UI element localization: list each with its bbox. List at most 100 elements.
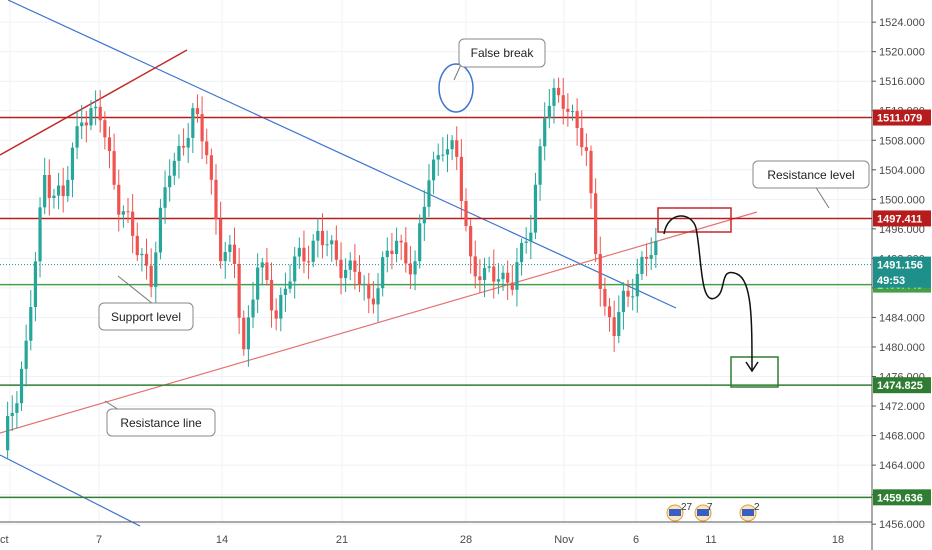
event-marker-0-count: 27 — [681, 502, 693, 513]
steep-uptrend-line[interactable] — [0, 49, 188, 156]
callout-false-break[interactable]: False break — [453, 38, 546, 81]
candle-37 — [172, 152, 176, 186]
candle-22 — [103, 111, 107, 150]
candle-107 — [496, 263, 501, 295]
candle-101 — [469, 219, 473, 274]
candle-47 — [219, 201, 223, 269]
candle-138 — [640, 251, 644, 281]
price-level-tag-1[interactable]: 1497.411 — [873, 210, 931, 227]
current-price-tag-text: 1491.156 — [877, 260, 923, 272]
lower-downtrend-line[interactable] — [0, 454, 141, 527]
candle-60 — [279, 287, 283, 332]
candle-76 — [353, 244, 357, 290]
candle-131 — [607, 298, 612, 332]
candle-13 — [61, 167, 65, 213]
candle-1 — [6, 401, 10, 460]
candle-89 — [413, 250, 417, 291]
candle-84 — [390, 233, 394, 270]
price-level-tag-0[interactable]: 1511.079 — [873, 109, 931, 126]
time-axis[interactable]: ct 7 14 21 28 Nov 6 11 18 — [0, 534, 844, 546]
event-marker-0[interactable]: 27 — [666, 502, 693, 522]
target-zone-box[interactable] — [730, 356, 779, 388]
candle-129 — [598, 236, 602, 307]
time-tick-label-2: 14 — [216, 534, 228, 546]
price-level-tag-3[interactable]: 1474.825 — [873, 377, 931, 394]
price-axis[interactable]: 1524.0001520.0001516.0001512.0001508.000… — [872, 17, 931, 531]
candle-128 — [594, 178, 598, 263]
candle-15 — [70, 142, 75, 198]
price-tick-label-13: 1472.000 — [879, 401, 925, 413]
time-tick-label-4: 28 — [460, 534, 472, 546]
candle-94 — [436, 143, 440, 176]
resistance-zone-box[interactable] — [657, 207, 732, 233]
candle-28 — [131, 193, 135, 254]
candle-42 — [195, 94, 200, 123]
candle-116 — [538, 138, 542, 201]
false-break-ellipse[interactable] — [438, 63, 474, 113]
callout-resistance-level[interactable]: Resistance level — [752, 160, 870, 209]
price-tick-label-2: 1516.000 — [879, 76, 925, 88]
candle-96 — [445, 134, 450, 173]
projected-price-path[interactable] — [663, 215, 753, 371]
candle-29 — [135, 222, 139, 262]
candle-64 — [297, 237, 301, 269]
time-tick-label-0: ct — [0, 534, 9, 546]
candle-48 — [223, 241, 227, 279]
candle-12 — [56, 172, 61, 210]
candle-44 — [205, 128, 209, 165]
time-tick-label-1: 7 — [96, 534, 102, 546]
time-tick-label-6: 6 — [633, 534, 639, 546]
candlestick-series — [6, 77, 658, 460]
time-tick-label-5: Nov — [554, 534, 574, 546]
candle-39 — [181, 128, 186, 156]
candle-112 — [519, 238, 524, 276]
candle-19 — [89, 100, 93, 131]
candle-118 — [547, 88, 551, 129]
price-level-tag-0-text: 1511.079 — [877, 113, 922, 125]
candle-30 — [140, 247, 144, 272]
candle-106 — [492, 249, 496, 299]
candle-35 — [163, 170, 167, 224]
candle-132 — [612, 300, 616, 352]
candle-115 — [533, 172, 538, 240]
candle-120 — [557, 77, 561, 103]
callout-resistance-line[interactable]: Resistance line — [104, 400, 216, 437]
candle-2 — [10, 395, 14, 431]
candle-75 — [348, 252, 352, 280]
grid-lines — [0, 0, 872, 525]
bar-countdown-tag[interactable]: 49:53 — [873, 271, 931, 288]
candle-77 — [357, 255, 362, 293]
candle-90 — [418, 214, 422, 269]
candle-57 — [265, 248, 269, 286]
candle-25 — [117, 169, 121, 232]
candle-16 — [75, 111, 79, 160]
candle-21 — [98, 90, 102, 133]
current-price-tag[interactable]: 1491.156 — [873, 256, 931, 273]
candle-59 — [274, 298, 278, 331]
candle-68 — [316, 218, 320, 258]
event-marker-1[interactable]: 7 — [694, 502, 713, 522]
candle-17 — [80, 104, 84, 140]
downtrend-line[interactable] — [7, 0, 677, 309]
ascending-resistance-line[interactable] — [0, 211, 758, 434]
candle-72 — [334, 225, 338, 267]
callout-resistance-line-text: Resistance line — [120, 416, 202, 430]
candle-100 — [464, 188, 468, 232]
candle-40 — [186, 123, 190, 163]
callout-false-break-text: False break — [471, 46, 535, 60]
price-tick-label-6: 1500.000 — [879, 194, 925, 206]
candle-9 — [43, 157, 47, 215]
candle-103 — [478, 259, 482, 293]
candle-26 — [121, 205, 125, 228]
callout-support-level[interactable]: Support level — [98, 275, 194, 331]
event-marker-2[interactable]: 2 — [739, 502, 760, 522]
candle-117 — [543, 102, 547, 161]
price-level-tag-4[interactable]: 1459.636 — [873, 489, 931, 506]
projection-arrow-head — [745, 361, 759, 373]
candle-20 — [94, 90, 98, 126]
candle-69 — [320, 213, 325, 259]
candle-27 — [126, 197, 130, 223]
candle-67 — [311, 234, 315, 268]
candle-6 — [29, 290, 33, 351]
